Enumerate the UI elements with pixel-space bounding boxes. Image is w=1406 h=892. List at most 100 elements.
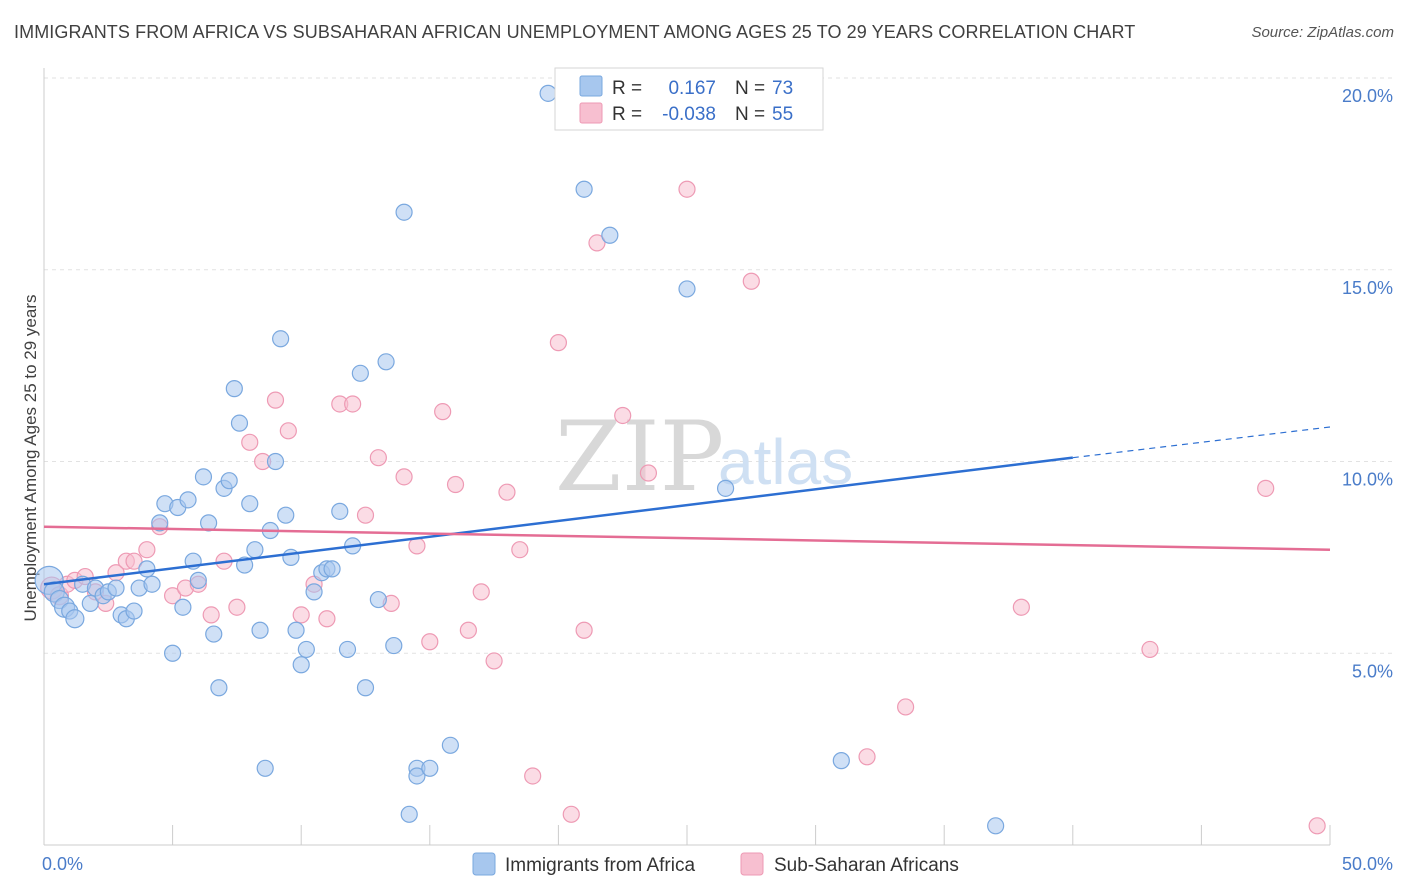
point-africa-44 [287,621,305,639]
watermark: ZIP atlas [555,401,853,513]
point-africa-20 [164,644,182,662]
point-africa-51 [331,502,349,520]
y-tick-label-2: 15.0% [1342,278,1393,298]
point-africa-56 [369,590,387,609]
scatter-points [34,84,1326,835]
y-tick-label-0: 5.0% [1352,661,1393,681]
point-subsaharan-36 [472,583,490,601]
point-subsaharan-40 [524,767,542,785]
point-subsaharan-9 [125,552,143,570]
point-subsaharan-52 [1141,640,1159,659]
point-subsaharan-22 [292,606,310,624]
point-subsaharan-10 [138,541,156,559]
point-africa-64 [441,736,459,754]
series-legend-label-africa: Immigrants from Africa [505,855,695,876]
point-subsaharan-17 [228,598,246,616]
point-africa-36 [246,541,264,559]
point-africa-47 [305,583,323,601]
point-africa-14 [125,602,143,620]
point-subsaharan-34 [446,475,465,494]
x-tick-label-0: 0.0% [42,854,83,874]
legend-n-value-2: 55 [772,104,793,125]
point-subsaharan-33 [434,403,452,421]
point-africa-31 [220,472,238,490]
y-tick-labels: 5.0% 10.0% 15.0% 20.0% [1342,86,1393,681]
point-africa-46 [297,640,315,659]
point-subsaharan-30 [395,468,413,486]
point-africa-70 [716,479,735,497]
point-subsaharan-43 [575,621,593,639]
point-subsaharan-41 [549,334,568,352]
point-subsaharan-27 [356,506,375,524]
legend-swatch-africa [579,75,603,97]
point-africa-38 [256,759,274,777]
axes [43,68,1331,846]
point-africa-72 [987,817,1005,835]
point-africa-22 [174,598,192,616]
point-africa-67 [601,226,619,244]
point-africa-7 [81,594,99,612]
point-africa-32 [225,380,243,398]
point-africa-25 [189,571,207,589]
point-subsaharan-46 [639,464,658,482]
legend-n-label-1: N = [735,78,765,99]
point-africa-59 [395,203,413,221]
point-subsaharan-45 [614,406,632,425]
point-africa-60 [400,805,418,823]
point-africa-71 [832,752,850,770]
legend-n-value-1: 73 [772,78,793,99]
point-subsaharan-37 [485,652,503,670]
point-africa-65 [539,84,557,102]
point-africa-28 [205,625,223,643]
point-africa-35 [241,495,259,513]
point-subsaharan-12 [164,587,182,605]
point-africa-69 [678,280,696,298]
point-subsaharan-53 [1257,479,1275,497]
point-subsaharan-24 [318,610,336,628]
point-africa-5 [65,609,85,629]
y-axis-title: Unemployment Among Ages 25 to 29 years [21,295,40,622]
y-tick-label-1: 10.0% [1342,470,1393,490]
x-tick-labels: 0.0% 50.0% [42,854,1393,874]
y-tick-label-3: 20.0% [1342,86,1393,106]
point-subsaharan-50 [897,698,915,716]
x-tick-label-1: 50.0% [1342,854,1393,874]
trend-line-africa-extension [1072,426,1331,459]
series-legend: Immigrants from Africa Sub-Saharan Afric… [472,852,959,876]
point-africa-33 [230,414,249,432]
point-africa-55 [356,679,375,697]
point-africa-18 [151,514,169,532]
point-africa-23 [179,491,197,509]
point-subsaharan-54 [1308,817,1326,835]
point-subsaharan-32 [421,633,439,651]
point-subsaharan-44 [588,234,606,252]
point-africa-16 [138,560,156,578]
point-subsaharan-18 [241,433,259,451]
point-subsaharan-28 [369,449,387,467]
watermark-atlas: atlas [718,426,853,498]
point-africa-42 [277,506,295,524]
point-africa-37 [251,621,269,639]
trend-line-subsaharan [43,525,1331,551]
point-africa-29 [210,679,228,697]
point-subsaharan-39 [511,541,529,559]
point-africa-41 [272,330,290,348]
point-subsaharan-38 [498,483,516,501]
point-africa-63 [421,759,439,777]
series-legend-label-subsaharan: Sub-Saharan Africans [774,855,959,876]
point-africa-45 [292,656,310,674]
legend-r-value-2: -0.038 [662,104,716,125]
source-label: Source: ZipAtlas.com [1251,24,1394,41]
chart-title: IMMIGRANTS FROM AFRICA VS SUBSAHARAN AFR… [14,22,1136,42]
point-subsaharan-49 [858,748,876,766]
correlation-legend: R = 0.167 N = 73 R = -0.038 N = 55 [554,67,824,131]
point-subsaharan-15 [202,606,220,624]
point-subsaharan-21 [279,422,297,440]
trend-lines [43,426,1331,586]
point-subsaharan-26 [344,395,362,413]
point-africa-43 [282,548,300,566]
series-legend-swatch-subsaharan [740,852,764,876]
point-africa-66 [575,180,593,198]
point-africa-52 [338,640,357,659]
